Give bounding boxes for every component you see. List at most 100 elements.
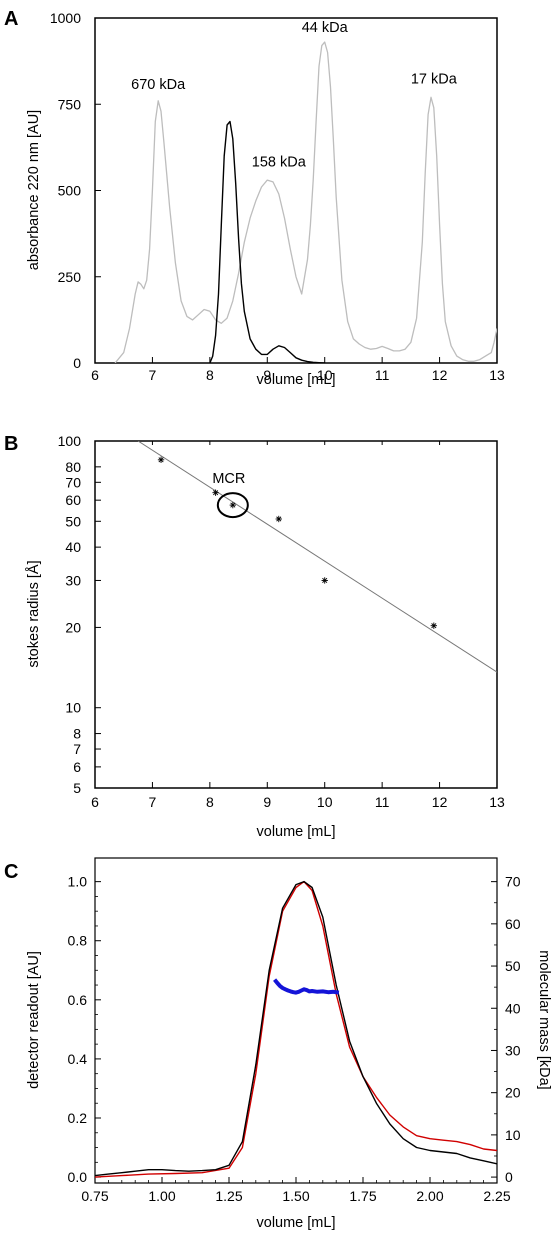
panel-a-plot-area [114, 41, 497, 363]
panel-c-x-tick-label: 1.25 [215, 1188, 242, 1204]
panel-b-mcr-point [229, 501, 237, 509]
panel-b-marker-stroke [276, 516, 282, 522]
panel-a-x-axis-label: volume [mL] [257, 372, 336, 388]
panel-a-y-tick-label: 1000 [50, 10, 81, 26]
panel-b-marker-stroke [158, 457, 164, 463]
panel-a-standards-trace [114, 41, 497, 363]
panel-b-x-tick-label: 10 [317, 794, 333, 810]
panel-c-y-tick-label: 0.0 [68, 1169, 88, 1185]
panel-b-marker-stroke [431, 623, 437, 629]
panel-c-x-tick-label: 1.00 [148, 1188, 175, 1204]
panel-a-peak-label: 158 kDa [252, 154, 307, 170]
panel-c-ticks: 0.75 1.00 1.25 1.50 1.75 2.00 2.250.00.20.40.6… [68, 874, 521, 1204]
panel-b-y-tick-label: 5 [73, 780, 81, 796]
panel-b-marker-stroke [322, 577, 328, 584]
panel-a-sample-trace [209, 120, 325, 363]
panel-a-peak-labels: 670 kDa 158 kDa 44 kDa 17 kDa [131, 20, 458, 171]
panel-letter-b: B [4, 433, 18, 455]
panel-c-mass-trace [273, 978, 340, 995]
panel-b-y-tick-label: 7 [73, 741, 81, 757]
panel-c-x-tick-label: 1.75 [349, 1188, 376, 1204]
panel-a-y-tick-label: 750 [58, 96, 82, 112]
panel-a-y-tick-label: 500 [58, 183, 82, 199]
panel-c-y2-tick-label: 70 [505, 874, 521, 890]
panel-c-y2-tick-label: 40 [505, 1000, 521, 1016]
panel-c-y-tick-label: 0.2 [68, 1110, 88, 1126]
panel-b-x-tick-label: 7 [149, 794, 157, 810]
panel-c-y2-tick-label: 0 [505, 1169, 513, 1185]
panel-letter-c: C [4, 861, 18, 883]
panel-c-y-tick-label: 1.0 [68, 874, 88, 890]
panel-b-x-tick-label: 6 [91, 794, 99, 810]
panel-b-x-tick-label: 8 [206, 794, 214, 810]
panel-b-y-tick-label: 80 [65, 459, 81, 475]
panel-a-x-tick-label: 7 [149, 367, 157, 383]
panel-b-data-point [275, 515, 282, 523]
panel-letter-a: A [4, 8, 18, 30]
panel-b-x-tick-label: 11 [375, 794, 390, 810]
panel-a-y-axis-label: absorbance 220 nm [AU] [26, 110, 42, 270]
panel-b-y-tick-label: 70 [65, 474, 81, 490]
panel-a-peak-label: 670 kDa [131, 77, 186, 93]
panel-a-x-tick-label: 13 [489, 367, 505, 383]
panel-c-x-tick-label: 2.00 [416, 1188, 443, 1204]
panel-c-y2-tick-label: 10 [505, 1127, 521, 1143]
panel-c-x-tick-label: 1.50 [282, 1188, 309, 1204]
panel-b-y-tick-label: 60 [65, 492, 81, 508]
panel-b-mcr-label: MCR [212, 471, 245, 487]
panel-b-x-tick-label: 9 [263, 794, 271, 810]
panel-a-x-tick-label: 11 [375, 367, 390, 383]
panel-c-y2-tick-label: 60 [505, 916, 521, 932]
panel-b-frame [94, 440, 498, 789]
panel-a-ticks: 6 7 8 9 10 11 12 13 0 250 500 750 1000 [50, 10, 505, 383]
panel-b-y-tick-label: 8 [73, 726, 81, 742]
panel-c: C 0.75 1.00 1.25 1.50 1.75 2.00 2.250.00.20.40… [4, 857, 552, 1231]
panel-c-y-tick-label: 0.6 [68, 992, 88, 1008]
panel-c-plot-area [95, 880, 497, 1178]
panel-a-x-tick-label: 6 [91, 367, 99, 383]
panel-c-y2-tick-label: 50 [505, 958, 521, 974]
panel-b-x-axis-label: volume [mL] [257, 824, 336, 840]
panel-a-x-tick-label: 8 [206, 367, 214, 383]
panel-b-data-point [430, 622, 438, 629]
panel-a-y-tick-label: 250 [58, 269, 82, 285]
panel-b-y-tick-label: 50 [65, 513, 81, 529]
panel-a: A 6 7 8 9 10 11 12 13 0 250 500 750 1000 670 kDa 158 … [4, 8, 505, 388]
panel-b-plot-area: MCR [137, 441, 497, 673]
panel-c-y-tick-label: 0.4 [68, 1051, 88, 1067]
panel-b-data-point [157, 456, 165, 464]
panel-a-y-tick-label: 0 [73, 355, 81, 371]
panel-a-x-tick-label: 10 [317, 367, 333, 383]
panel-b-x-tick-label: 13 [489, 794, 505, 810]
panel-c-x-tick-label: 2.25 [483, 1188, 510, 1204]
panel-b-y-tick-label: 30 [65, 572, 81, 588]
panel-c-x-tick-label: 0.75 [81, 1188, 108, 1204]
panel-a-x-tick-label: 9 [263, 367, 271, 383]
panel-b-y-tick-label: 100 [58, 433, 82, 449]
panel-c-red-trace [95, 880, 497, 1178]
panel-b-marker-stroke [213, 490, 219, 496]
panel-b-marker-stroke [230, 502, 236, 508]
panel-b-y-tick-label: 20 [65, 619, 81, 635]
panel-a-peak-label: 17 kDa [411, 72, 458, 88]
panel-a-frame [94, 17, 498, 364]
panel-c-x-axis-label: volume [mL] [257, 1215, 336, 1231]
panel-c-frame [94, 857, 498, 1184]
panel-c-y-tick-label: 0.8 [68, 933, 88, 949]
panel-c-y2-tick-label: 30 [505, 1042, 521, 1058]
panel-a-peak-label: 44 kDa [302, 20, 349, 36]
panel-b-mcr-circle [216, 492, 249, 519]
panel-b-data-point [212, 489, 219, 496]
panel-b-y-tick-label: 40 [65, 539, 81, 555]
panel-a-x-tick-label: 12 [432, 367, 448, 383]
panel-b-data-point [321, 577, 328, 584]
panel-b-y-axis-label: stokes radius [Å] [25, 560, 42, 667]
panel-c-y2-tick-label: 20 [505, 1085, 521, 1101]
panel-b-x-tick-label: 12 [432, 794, 448, 810]
panel-b-y-tick-label: 10 [65, 700, 81, 716]
panel-c-y2-axis-label: molecular mass [kDa] [536, 950, 552, 1089]
panel-b-y-tick-label: 6 [73, 759, 81, 775]
